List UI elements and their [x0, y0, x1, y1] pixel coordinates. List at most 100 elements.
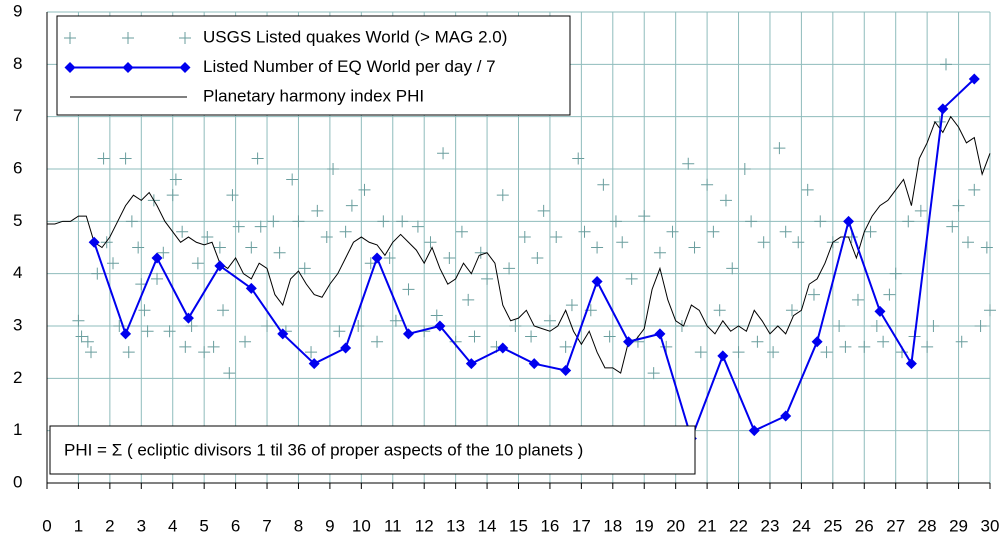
quake-point [81, 335, 94, 348]
quake-point [578, 225, 591, 238]
quake-point [430, 309, 443, 322]
quake-point [726, 262, 739, 275]
quake-point [138, 304, 151, 317]
legend-swatch [179, 32, 191, 44]
quake-point [688, 241, 701, 254]
quake-point [851, 293, 864, 306]
quake-point [779, 225, 792, 238]
quake-point [97, 152, 110, 165]
x-tick-label: 27 [886, 516, 905, 535]
y-tick-label: 4 [13, 263, 22, 282]
quake-point [333, 325, 346, 338]
x-tick-label: 10 [352, 516, 371, 535]
quake-point [653, 246, 666, 259]
y-tick-label: 1 [13, 420, 22, 439]
quake-point [952, 199, 965, 212]
y-tick-label: 6 [13, 158, 22, 177]
eq-marker [717, 350, 729, 362]
eq-marker [151, 252, 163, 264]
quake-point [767, 346, 780, 359]
y-tick-label: 7 [13, 106, 22, 125]
quake-point [213, 241, 226, 254]
x-tick-label: 14 [478, 516, 497, 535]
quake-point [801, 183, 814, 196]
y-tick-label: 8 [13, 54, 22, 73]
quake-point [345, 199, 358, 212]
quake-point [531, 251, 544, 264]
quake-point [591, 241, 604, 254]
quake-point [820, 346, 833, 359]
legend-box [56, 15, 571, 116]
quake-point [107, 257, 120, 270]
x-tick-label: 5 [199, 516, 208, 535]
quake-point [481, 272, 494, 285]
y-tick-label: 0 [13, 472, 22, 491]
x-tick-label: 3 [137, 516, 146, 535]
quake-point [179, 340, 192, 353]
legend-swatch [122, 62, 134, 73]
quake-point [902, 215, 915, 228]
quake-point [792, 236, 805, 249]
quake-point [625, 272, 638, 285]
eq-marker [245, 282, 257, 294]
quake-point [251, 152, 264, 165]
quake-point [864, 225, 877, 238]
quake-point [207, 340, 220, 353]
x-tick-label: 16 [540, 516, 559, 535]
quake-point [292, 215, 305, 228]
quake-point [701, 178, 714, 191]
quake-point [509, 320, 522, 332]
quake-point [267, 215, 280, 228]
quake-point [597, 178, 610, 191]
eq-marker [371, 252, 383, 264]
legend-swatch [64, 32, 76, 44]
x-tick-label: 13 [446, 516, 465, 535]
quake-point [559, 340, 572, 353]
quake-point [732, 346, 745, 359]
quake-point [675, 320, 688, 332]
quake-point [424, 236, 437, 249]
x-tick-label: 0 [42, 516, 51, 535]
quake-point [883, 288, 896, 301]
quake-point [537, 204, 550, 217]
quake-point [411, 220, 424, 233]
quake-point [503, 262, 516, 275]
quake-point [166, 189, 179, 202]
x-tick-label: 17 [572, 516, 591, 535]
eq-marker [748, 425, 760, 437]
quake-point [694, 346, 707, 359]
x-tick-label: 23 [761, 516, 780, 535]
quake-point [974, 320, 987, 332]
quake-point [660, 340, 673, 353]
x-tick-label: 25 [823, 516, 842, 535]
quake-point [125, 215, 138, 228]
legend-swatch [179, 62, 191, 73]
quake-point [85, 346, 98, 359]
quake-point [565, 299, 578, 312]
x-tick-label: 9 [325, 516, 334, 535]
quake-point [226, 189, 239, 202]
quake-point [525, 330, 538, 343]
eq-marker [308, 358, 320, 370]
quake-point [609, 215, 622, 228]
quake-point [707, 225, 720, 238]
quake-point [455, 225, 468, 238]
quake-point [239, 335, 252, 348]
quake-point [185, 320, 198, 332]
x-tick-label: 11 [384, 516, 402, 535]
quake-point [984, 304, 996, 317]
quake-point [807, 288, 820, 301]
legend-label: Listed Number of EQ World per day / 7 [203, 57, 496, 76]
eq-marker [214, 260, 226, 272]
quake-point [119, 152, 132, 165]
quake-point [682, 157, 695, 170]
quake-point [396, 215, 409, 228]
eq-marker [560, 364, 572, 376]
x-tick-label: 21 [698, 516, 717, 535]
eq-marker [434, 320, 446, 332]
eq-marker [968, 73, 980, 85]
quake-point [273, 246, 286, 259]
eq-marker [905, 358, 917, 370]
quake-point [939, 58, 952, 71]
x-tick-label: 18 [603, 516, 622, 535]
